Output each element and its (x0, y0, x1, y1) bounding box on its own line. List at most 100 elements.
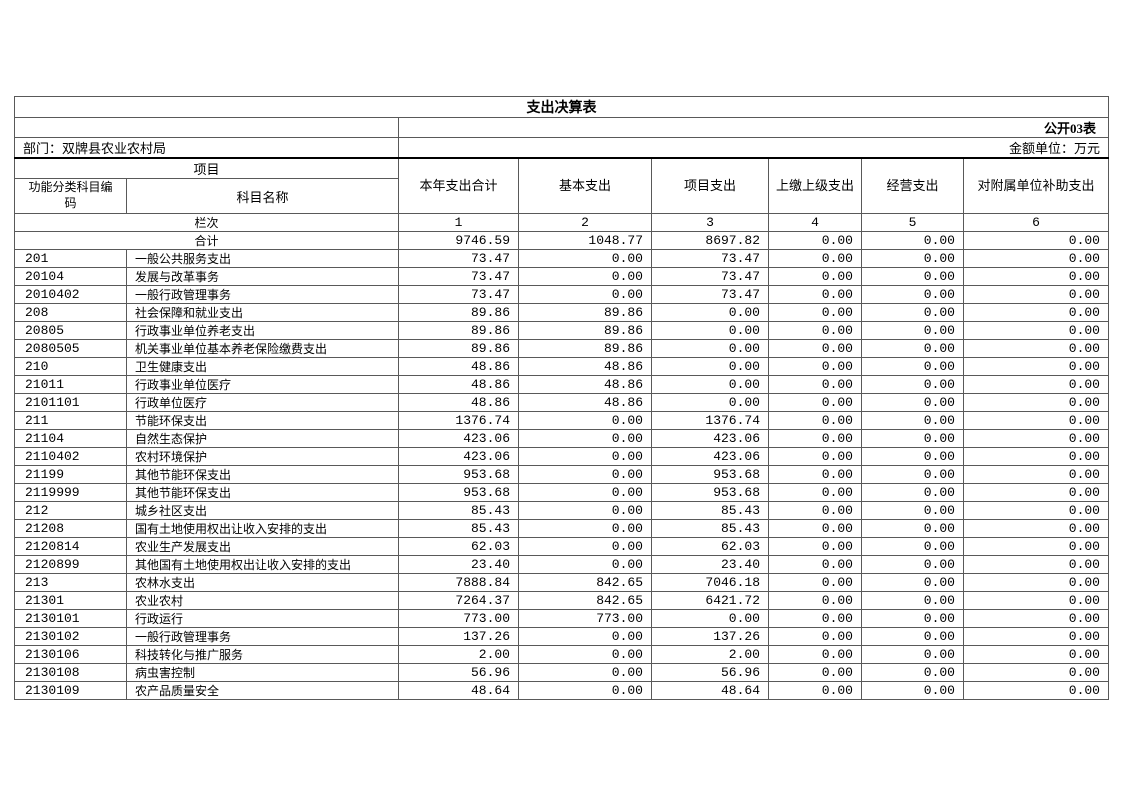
table-row: 211 节能环保支出 1376.74 0.00 1376.74 0.00 0.00 0.00 (14, 411, 1109, 430)
table-row: 213 农林水支出 7888.84 842.65 7046.18 0.00 0.00 0.00 (14, 573, 1109, 592)
row-code: 20805 (14, 321, 127, 340)
column-number-row: 栏次 1 2 3 4 5 6 (14, 213, 1109, 232)
row-value: 0.00 (861, 357, 964, 376)
row-value: 23.40 (651, 555, 769, 574)
row-value: 0.00 (861, 573, 964, 592)
page-title: 支出决算表 (14, 96, 1109, 118)
row-value: 48.86 (398, 393, 519, 412)
row-value: 0.00 (861, 537, 964, 556)
row-name: 农业农村 (126, 591, 399, 610)
row-code: 21104 (14, 429, 127, 448)
row-value: 0.00 (963, 249, 1109, 268)
row-value: 7046.18 (651, 573, 769, 592)
row-value: 0.00 (963, 573, 1109, 592)
row-value: 423.06 (398, 447, 519, 466)
row-value: 0.00 (963, 339, 1109, 358)
row-value: 85.43 (398, 519, 519, 538)
row-name: 科技转化与推广服务 (126, 645, 399, 664)
row-value: 85.43 (398, 501, 519, 520)
row-code: 201 (14, 249, 127, 268)
row-value: 0.00 (963, 393, 1109, 412)
row-value: 0.00 (963, 681, 1109, 700)
row-value: 0.00 (768, 627, 862, 646)
row-value: 0.00 (768, 375, 862, 394)
row-value: 953.68 (398, 483, 519, 502)
row-value: 85.43 (651, 501, 769, 520)
row-value: 48.86 (398, 375, 519, 394)
row-value: 89.86 (518, 321, 652, 340)
table-row: 2130109 农产品质量安全 48.64 0.00 48.64 0.00 0.00 0.00 (14, 681, 1109, 700)
row-code: 212 (14, 501, 127, 520)
row-name: 其他节能环保支出 (126, 483, 399, 502)
row-value: 8697.82 (651, 231, 769, 250)
column-number: 2 (518, 213, 652, 232)
row-code: 2130109 (14, 681, 127, 700)
row-value: 73.47 (398, 285, 519, 304)
table-row: 2110402 农村环境保护 423.06 0.00 423.06 0.00 0.00 0.0… (14, 447, 1109, 466)
row-value: 0.00 (518, 447, 652, 466)
row-value: 0.00 (861, 447, 964, 466)
row-value: 0.00 (651, 609, 769, 628)
table-row: 20104 发展与改革事务 73.47 0.00 73.47 0.00 0.00 0.00 (14, 267, 1109, 286)
row-value: 73.47 (398, 249, 519, 268)
row-name: 农林水支出 (126, 573, 399, 592)
row-value: 0.00 (861, 231, 964, 250)
row-name: 城乡社区支出 (126, 501, 399, 520)
row-value: 0.00 (861, 627, 964, 646)
title-row: 支出决算表 (14, 96, 1109, 118)
row-value: 0.00 (861, 555, 964, 574)
table-row: 208 社会保障和就业支出 89.86 89.86 0.00 0.00 0.00 0.00 (14, 303, 1109, 322)
row-value: 0.00 (861, 663, 964, 682)
row-value: 0.00 (963, 357, 1109, 376)
column-header-project: 项目支出 (651, 157, 769, 214)
row-value: 0.00 (651, 303, 769, 322)
table-row: 210 卫生健康支出 48.86 48.86 0.00 0.00 0.00 0.00 (14, 357, 1109, 376)
row-value: 0.00 (963, 321, 1109, 340)
row-name: 自然生态保护 (126, 429, 399, 448)
row-value: 0.00 (651, 357, 769, 376)
department-label: 部门：双牌县农业农村局 (14, 137, 399, 159)
row-value: 0.00 (963, 483, 1109, 502)
column-header-basic: 基本支出 (518, 157, 652, 214)
row-value: 0.00 (768, 663, 862, 682)
row-value: 0.00 (861, 249, 964, 268)
table-row: 2130108 病虫害控制 56.96 0.00 56.96 0.00 0.00 0.00 (14, 663, 1109, 682)
row-value: 953.68 (651, 483, 769, 502)
row-value: 0.00 (768, 465, 862, 484)
row-name: 病虫害控制 (126, 663, 399, 682)
column-header-upper: 上缴上级支出 (768, 157, 862, 214)
table-row: 2101101 行政单位医疗 48.86 48.86 0.00 0.00 0.00 0.00 (14, 393, 1109, 412)
row-value: 0.00 (861, 591, 964, 610)
row-value: 0.00 (861, 609, 964, 628)
row-code: 2130101 (14, 609, 127, 628)
row-code: 211 (14, 411, 127, 430)
row-value: 0.00 (963, 555, 1109, 574)
row-value: 48.64 (651, 681, 769, 700)
row-value: 48.86 (518, 357, 652, 376)
row-value: 0.00 (518, 249, 652, 268)
column-number: 4 (768, 213, 862, 232)
row-value: 0.00 (963, 645, 1109, 664)
row-value: 0.00 (768, 285, 862, 304)
table-row: 2120899 其他国有土地使用权出让收入安排的支出 23.40 0.00 23.40 0… (14, 555, 1109, 574)
blank-cell (14, 117, 399, 138)
row-value: 0.00 (768, 573, 862, 592)
row-value: 89.86 (518, 303, 652, 322)
row-code: 2010402 (14, 285, 127, 304)
row-value: 0.00 (768, 645, 862, 664)
table-row: 2120814 农业生产发展支出 62.03 0.00 62.03 0.00 0.00 0.0… (14, 537, 1109, 556)
row-code: 2130102 (14, 627, 127, 646)
row-code: 21301 (14, 591, 127, 610)
project-group-header: 项目 (14, 157, 399, 179)
row-value: 0.00 (518, 285, 652, 304)
row-value: 0.00 (518, 537, 652, 556)
row-value: 0.00 (861, 429, 964, 448)
table-row: 21208 国有土地使用权出让收入安排的支出 85.43 0.00 85.43 0.00 0… (14, 519, 1109, 538)
row-value: 0.00 (768, 357, 862, 376)
row-name: 农产品质量安全 (126, 681, 399, 700)
row-value: 62.03 (651, 537, 769, 556)
header-row-subcolumns: 功能分类科目编码 科目名称 (14, 178, 1109, 214)
row-value: 0.00 (518, 645, 652, 664)
row-value: 85.43 (651, 519, 769, 538)
table-row: 201 一般公共服务支出 73.47 0.00 73.47 0.00 0.00 0.00 (14, 249, 1109, 268)
